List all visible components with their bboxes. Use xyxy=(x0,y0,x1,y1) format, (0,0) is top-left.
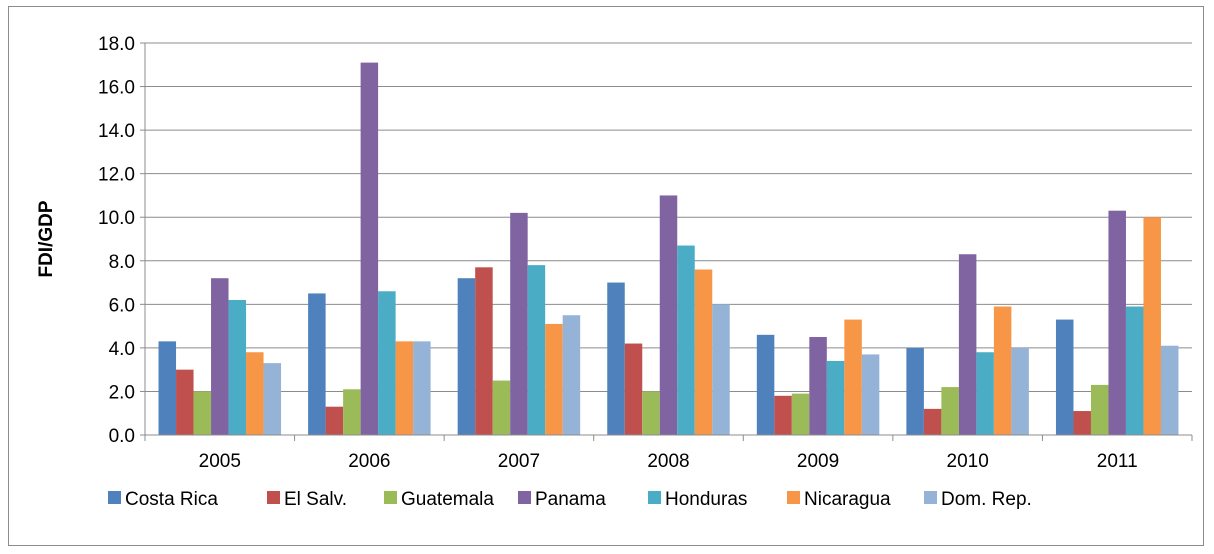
y-tick-label: 10.0 xyxy=(98,208,135,229)
bar-honduras-2007 xyxy=(527,265,546,435)
x-tick-label: 2005 xyxy=(199,451,241,472)
bar-panama-2011 xyxy=(1108,210,1126,435)
chart-frame xyxy=(8,6,1204,546)
bar-guatemala-2011 xyxy=(1090,384,1109,435)
bar-costa-rica-2006 xyxy=(308,293,326,435)
legend-swatch xyxy=(518,491,531,504)
y-tick-labels: 0.0 2.0 4.0 6.0 8.0 10.0 12.0 14.0 16.0 18.0 xyxy=(98,34,135,447)
bar-nicaragua-2008 xyxy=(694,269,713,435)
y-tick-label: 4.0 xyxy=(109,339,135,360)
bar-costa-rica-2009 xyxy=(756,334,775,435)
bar-costa-rica-2007 xyxy=(457,278,476,435)
bar-dom-rep-2009 xyxy=(861,354,880,435)
bar-dom-rep-2008 xyxy=(712,304,730,435)
bar-el-salv-2010 xyxy=(923,408,942,435)
bars xyxy=(158,62,1179,435)
bar-el-salv-2006 xyxy=(325,406,344,435)
bar-guatemala-2008 xyxy=(642,391,660,435)
bar-honduras-2011 xyxy=(1125,306,1144,435)
legend-swatch xyxy=(384,491,397,504)
bar-nicaragua-2009 xyxy=(844,319,862,435)
legend-label: Honduras xyxy=(665,489,747,510)
x-tick-label: 2006 xyxy=(348,451,390,472)
legend-swatch xyxy=(787,491,800,504)
legend-swatch xyxy=(648,491,661,504)
bar-honduras-2010 xyxy=(976,352,994,435)
bar-el-salv-2011 xyxy=(1073,411,1091,435)
bar-nicaragua-2011 xyxy=(1143,217,1161,435)
legend-label: Guatemala xyxy=(401,489,494,510)
legend-label: Dom. Rep. xyxy=(941,489,1032,510)
y-tick-label: 0.0 xyxy=(109,426,135,447)
bar-guatemala-2005 xyxy=(193,391,212,435)
bar-el-salv-2007 xyxy=(475,267,493,435)
bar-panama-2008 xyxy=(659,195,678,435)
bar-dom-rep-2006 xyxy=(413,341,431,435)
x-tick-label: 2009 xyxy=(797,451,839,472)
bar-el-salv-2009 xyxy=(774,395,792,435)
bar-nicaragua-2010 xyxy=(993,306,1012,435)
y-tick-label: 14.0 xyxy=(98,121,135,142)
bar-panama-2006 xyxy=(360,62,379,435)
y-tick-label: 12.0 xyxy=(98,165,135,186)
y-axis-label: FDI/GDP xyxy=(36,200,57,277)
y-tick-label: 8.0 xyxy=(109,252,135,273)
bar-guatemala-2006 xyxy=(343,389,361,435)
bar-honduras-2008 xyxy=(677,245,695,435)
bar-nicaragua-2007 xyxy=(545,323,563,435)
y-tick-label: 6.0 xyxy=(109,295,135,316)
bar-honduras-2006 xyxy=(378,291,396,435)
bar-el-salv-2008 xyxy=(624,343,643,435)
bar-dom-rep-2005 xyxy=(263,363,282,435)
bar-guatemala-2007 xyxy=(492,380,511,435)
axes xyxy=(144,43,1193,441)
legend-label: Panama xyxy=(535,489,606,510)
bar-honduras-2009 xyxy=(826,360,845,435)
legend-swatch xyxy=(108,491,121,504)
bar-costa-rica-2008 xyxy=(607,282,625,435)
legend-swatch xyxy=(267,491,280,504)
bar-dom-rep-2007 xyxy=(562,315,581,435)
legend-label: Costa Rica xyxy=(125,489,218,510)
x-tick-label: 2008 xyxy=(647,451,689,472)
bar-costa-rica-2005 xyxy=(158,341,177,435)
legend-label: Nicaragua xyxy=(804,489,891,510)
bar-panama-2005 xyxy=(211,278,229,435)
bar-dom-rep-2011 xyxy=(1160,345,1179,435)
bar-panama-2009 xyxy=(809,337,827,435)
y-tick-label: 18.0 xyxy=(98,34,135,55)
bar-nicaragua-2005 xyxy=(246,352,264,435)
x-tick-label: 2011 xyxy=(1097,451,1138,472)
bar-honduras-2005 xyxy=(228,299,247,435)
x-tick-label: 2010 xyxy=(947,451,989,472)
x-tick-labels: 2005 2006 2007 2008 2009 2010 2011 xyxy=(199,451,1138,472)
bar-guatemala-2009 xyxy=(791,393,810,435)
bar-nicaragua-2006 xyxy=(395,341,414,435)
bar-panama-2010 xyxy=(958,254,977,435)
bar-costa-rica-2011 xyxy=(1055,319,1074,435)
bar-dom-rep-2010 xyxy=(1011,347,1029,435)
y-tick-label: 16.0 xyxy=(98,78,135,99)
bar-costa-rica-2010 xyxy=(906,347,924,435)
x-tick-label: 2007 xyxy=(498,451,540,472)
legend-swatch xyxy=(924,491,937,504)
legend: Costa Rica El Salv. Guatemala Panama Hondura… xyxy=(108,489,1032,510)
y-tick-label: 2.0 xyxy=(109,382,135,403)
bar-el-salv-2005 xyxy=(176,369,194,435)
bar-panama-2007 xyxy=(510,212,528,435)
legend-label: El Salv. xyxy=(284,489,347,510)
bar-guatemala-2010 xyxy=(941,387,959,435)
